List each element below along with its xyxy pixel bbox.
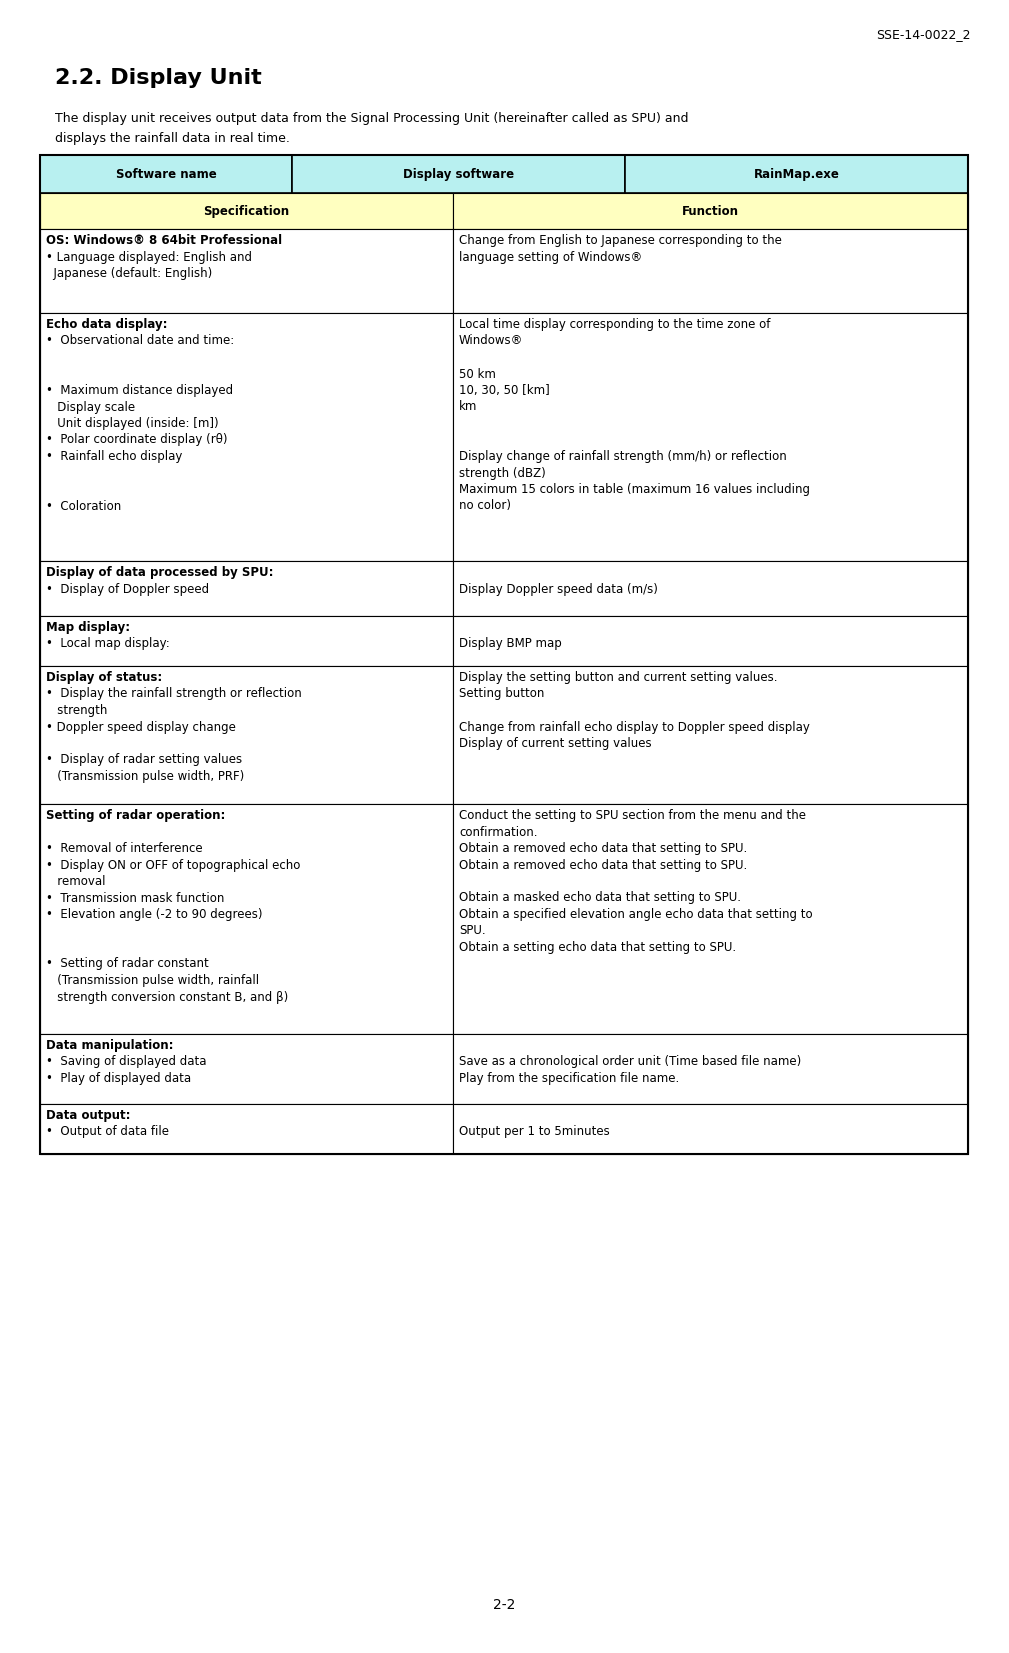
Text: Obtain a removed echo data that setting to SPU.: Obtain a removed echo data that setting …: [459, 841, 748, 855]
Text: •  Local map display:: • Local map display:: [46, 638, 170, 651]
Text: •  Display the rainfall strength or reflection: • Display the rainfall strength or refle…: [46, 688, 302, 701]
Text: confirmation.: confirmation.: [459, 825, 538, 838]
Text: strength: strength: [46, 704, 107, 717]
Text: •  Maximum distance displayed: • Maximum distance displayed: [46, 383, 233, 397]
Text: OS: Windows® 8 64bit Professional: OS: Windows® 8 64bit Professional: [46, 235, 283, 246]
Text: •  Display of Doppler speed: • Display of Doppler speed: [46, 582, 209, 595]
Bar: [40, 312, 453, 560]
Text: removal: removal: [46, 874, 106, 888]
Bar: [40, 1035, 453, 1104]
Text: Display BMP map: Display BMP map: [459, 638, 562, 651]
Text: Local time display corresponding to the time zone of: Local time display corresponding to the …: [459, 317, 770, 331]
Text: Software name: Software name: [116, 169, 217, 180]
Bar: [625, 155, 968, 193]
Text: Maximum 15 colors in table (maximum 16 values including: Maximum 15 colors in table (maximum 16 v…: [459, 483, 810, 496]
Text: strength conversion constant B, and β): strength conversion constant B, and β): [46, 990, 289, 1003]
Text: •  Coloration: • Coloration: [46, 499, 121, 512]
Bar: [453, 230, 968, 312]
Text: •  Removal of interference: • Removal of interference: [46, 841, 203, 855]
Text: Setting of radar operation:: Setting of radar operation:: [46, 808, 225, 822]
Text: Change from rainfall echo display to Doppler speed display: Change from rainfall echo display to Dop…: [459, 721, 810, 734]
Text: Display scale: Display scale: [46, 400, 135, 413]
Bar: [40, 193, 453, 230]
Text: (Transmission pulse width, PRF): (Transmission pulse width, PRF): [46, 770, 244, 784]
Text: Display of data processed by SPU:: Display of data processed by SPU:: [46, 565, 273, 579]
Text: 2-2: 2-2: [493, 1598, 516, 1612]
Bar: [40, 155, 968, 1154]
Bar: [293, 155, 625, 193]
Text: 2.2. Display Unit: 2.2. Display Unit: [55, 68, 261, 88]
Bar: [453, 617, 968, 666]
Text: •  Output of data file: • Output of data file: [46, 1126, 169, 1139]
Text: Data output:: Data output:: [46, 1109, 130, 1122]
Bar: [40, 1104, 453, 1154]
Text: Save as a chronological order unit (Time based file name): Save as a chronological order unit (Time…: [459, 1056, 801, 1068]
Bar: [40, 230, 453, 312]
Bar: [453, 1035, 968, 1104]
Bar: [40, 560, 453, 617]
Bar: [40, 803, 453, 1035]
Text: Obtain a masked echo data that setting to SPU.: Obtain a masked echo data that setting t…: [459, 891, 741, 904]
Text: Obtain a removed echo data that setting to SPU.: Obtain a removed echo data that setting …: [459, 858, 748, 871]
Text: displays the rainfall data in real time.: displays the rainfall data in real time.: [55, 132, 290, 145]
Text: •  Observational date and time:: • Observational date and time:: [46, 334, 234, 347]
Bar: [453, 1104, 968, 1154]
Text: 50 km: 50 km: [459, 367, 495, 380]
Text: •  Play of displayed data: • Play of displayed data: [46, 1073, 191, 1084]
Text: •  Setting of radar constant: • Setting of radar constant: [46, 957, 209, 970]
Text: Display of current setting values: Display of current setting values: [459, 737, 652, 750]
Text: no color): no color): [459, 499, 511, 512]
Text: Setting button: Setting button: [459, 688, 544, 701]
Text: RainMap.exe: RainMap.exe: [754, 169, 839, 180]
Text: Function: Function: [682, 205, 739, 218]
Bar: [40, 617, 453, 666]
Text: Conduct the setting to SPU section from the menu and the: Conduct the setting to SPU section from …: [459, 808, 806, 822]
Text: •  Display ON or OFF of topographical echo: • Display ON or OFF of topographical ech…: [46, 858, 301, 871]
Text: Display of status:: Display of status:: [46, 671, 162, 684]
Text: Map display:: Map display:: [46, 622, 130, 635]
Text: •  Saving of displayed data: • Saving of displayed data: [46, 1056, 207, 1068]
Text: Echo data display:: Echo data display:: [46, 317, 167, 331]
Text: Play from the specification file name.: Play from the specification file name.: [459, 1073, 679, 1084]
Text: km: km: [459, 400, 477, 413]
Text: (Transmission pulse width, rainfall: (Transmission pulse width, rainfall: [46, 974, 259, 987]
Text: The display unit receives output data from the Signal Processing Unit (hereinaft: The display unit receives output data fr…: [55, 112, 688, 126]
Text: 10, 30, 50 [km]: 10, 30, 50 [km]: [459, 383, 550, 397]
Text: SSE-14-0022_2: SSE-14-0022_2: [877, 28, 971, 41]
Bar: [453, 560, 968, 617]
Text: •  Transmission mask function: • Transmission mask function: [46, 891, 224, 904]
Bar: [453, 312, 968, 560]
Bar: [453, 666, 968, 803]
Text: Unit displayed (inside: [m]): Unit displayed (inside: [m]): [46, 417, 219, 430]
Bar: [40, 155, 293, 193]
Bar: [453, 193, 968, 230]
Text: Display Doppler speed data (m/s): Display Doppler speed data (m/s): [459, 582, 658, 595]
Text: •  Polar coordinate display (rθ): • Polar coordinate display (rθ): [46, 433, 227, 446]
Text: Obtain a specified elevation angle echo data that setting to: Obtain a specified elevation angle echo …: [459, 907, 812, 921]
Text: Change from English to Japanese corresponding to the: Change from English to Japanese correspo…: [459, 235, 782, 246]
Text: Japanese (default: English): Japanese (default: English): [46, 268, 212, 279]
Text: Obtain a setting echo data that setting to SPU.: Obtain a setting echo data that setting …: [459, 941, 737, 954]
Text: Windows®: Windows®: [459, 334, 524, 347]
Text: strength (dBZ): strength (dBZ): [459, 466, 546, 479]
Text: Data manipulation:: Data manipulation:: [46, 1040, 174, 1051]
Text: •  Rainfall echo display: • Rainfall echo display: [46, 450, 183, 463]
Text: Output per 1 to 5minutes: Output per 1 to 5minutes: [459, 1126, 609, 1139]
Text: •  Display of radar setting values: • Display of radar setting values: [46, 754, 242, 767]
Text: Display change of rainfall strength (mm/h) or reflection: Display change of rainfall strength (mm/…: [459, 450, 787, 463]
Text: language setting of Windows®: language setting of Windows®: [459, 251, 642, 263]
Text: • Doppler speed display change: • Doppler speed display change: [46, 721, 236, 734]
Text: •  Elevation angle (-2 to 90 degrees): • Elevation angle (-2 to 90 degrees): [46, 907, 262, 921]
Bar: [40, 666, 453, 803]
Text: Display the setting button and current setting values.: Display the setting button and current s…: [459, 671, 778, 684]
Text: Specification: Specification: [204, 205, 290, 218]
Text: SPU.: SPU.: [459, 924, 485, 937]
Text: • Language displayed: English and: • Language displayed: English and: [46, 251, 252, 263]
Text: Display software: Display software: [403, 169, 515, 180]
Bar: [453, 803, 968, 1035]
